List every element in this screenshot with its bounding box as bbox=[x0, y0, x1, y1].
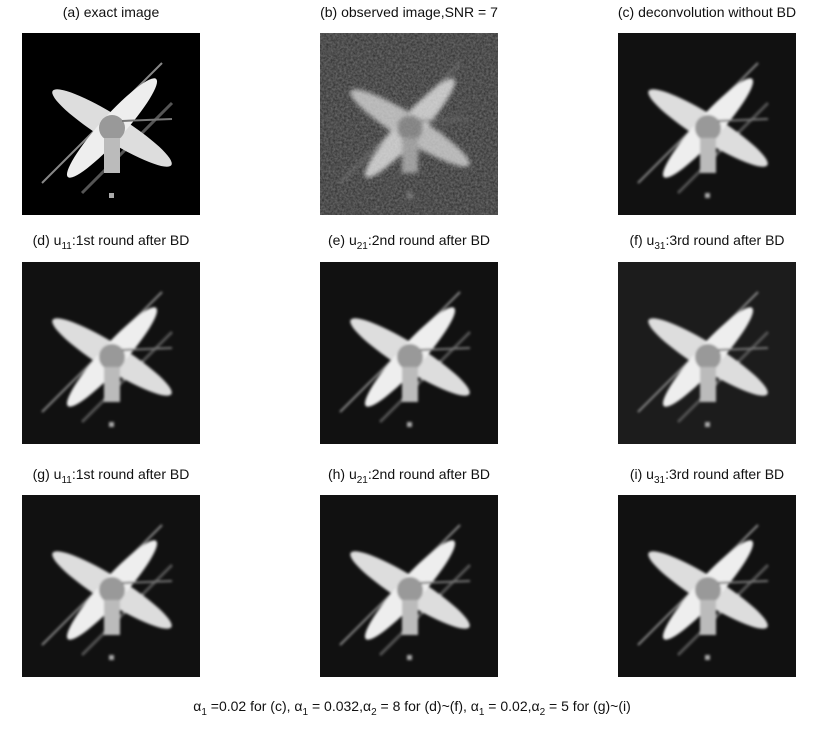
text: = 0.02,α bbox=[484, 698, 539, 714]
text: :2nd round after BD bbox=[368, 232, 490, 248]
text: (d) u bbox=[33, 232, 62, 248]
panel-image bbox=[618, 262, 796, 444]
panel-image bbox=[22, 495, 200, 677]
text: = 5 for (g)~(i) bbox=[545, 698, 631, 714]
text: = 0.032,α bbox=[308, 698, 371, 714]
subscript: 31 bbox=[654, 241, 665, 252]
subscript: 21 bbox=[357, 241, 368, 252]
panel-image bbox=[618, 33, 796, 215]
panel-image bbox=[320, 33, 498, 215]
text: (g) u bbox=[33, 466, 62, 482]
text: (b) observed image,SNR = 7 bbox=[320, 4, 498, 20]
text: (a) exact image bbox=[63, 4, 159, 20]
text: (h) u bbox=[328, 466, 357, 482]
panel-caption: (e) u21:2nd round after BD bbox=[279, 232, 539, 252]
subscript: 31 bbox=[654, 475, 665, 486]
panel-caption: (f) u31:3rd round after BD bbox=[577, 232, 824, 252]
text: :3rd round after BD bbox=[665, 466, 784, 482]
text: :1st round after BD bbox=[72, 232, 190, 248]
text: :2nd round after BD bbox=[368, 466, 490, 482]
panel-image bbox=[22, 262, 200, 444]
text: (c) deconvolution without BD bbox=[618, 4, 796, 20]
panel-image bbox=[320, 495, 498, 677]
panel-caption: (h) u21:2nd round after BD bbox=[279, 466, 539, 486]
text: = 8 for (d)~(f), α bbox=[377, 698, 479, 714]
panel-caption: (b) observed image,SNR = 7 bbox=[279, 4, 539, 20]
subscript: 21 bbox=[357, 475, 368, 486]
panel-image bbox=[22, 33, 200, 215]
text: (i) u bbox=[630, 466, 654, 482]
text: (f) u bbox=[629, 232, 654, 248]
panel-caption: (d) u11:1st round after BD bbox=[0, 232, 241, 252]
panel-image bbox=[320, 262, 498, 444]
panel-caption: (c) deconvolution without BD bbox=[577, 4, 824, 20]
footnote: α1 =0.02 for (c), α1 = 0.032,α2 = 8 for … bbox=[0, 698, 824, 718]
text: :3rd round after BD bbox=[665, 232, 784, 248]
panel-image bbox=[618, 495, 796, 677]
panel-caption: (g) u11:1st round after BD bbox=[0, 466, 241, 486]
panel-caption: (a) exact image bbox=[0, 4, 241, 20]
subscript: 11 bbox=[61, 241, 71, 252]
text: :1st round after BD bbox=[72, 466, 190, 482]
text: (e) u bbox=[328, 232, 357, 248]
subscript: 11 bbox=[61, 475, 71, 486]
panel-caption: (i) u31:3rd round after BD bbox=[577, 466, 824, 486]
text: =0.02 for (c), α bbox=[207, 698, 303, 714]
page: (a) exact image (b) observed image,SNR = … bbox=[0, 0, 824, 731]
